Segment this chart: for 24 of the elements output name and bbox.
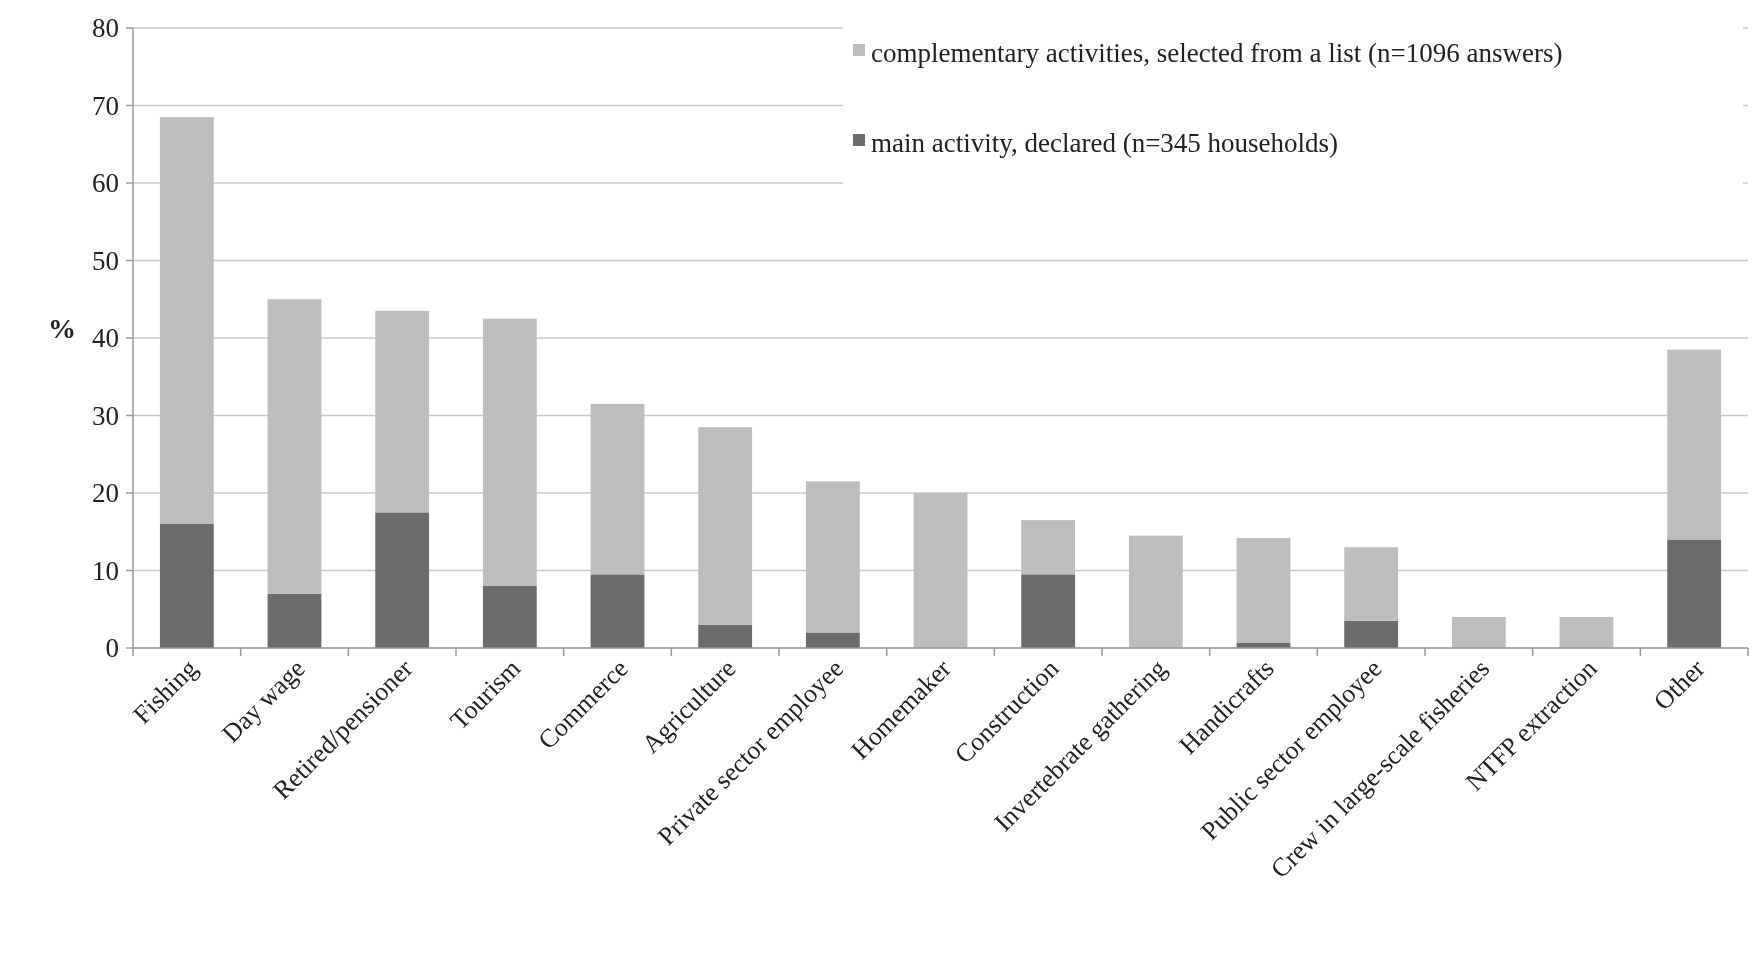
bar — [1667, 539, 1722, 648]
bar — [1344, 620, 1399, 648]
y-tick-label: 10 — [92, 555, 119, 586]
y-axis-title: % — [48, 312, 76, 344]
y-tick-label: 60 — [92, 168, 119, 199]
y-tick-label: 70 — [92, 90, 119, 121]
bar — [1559, 617, 1614, 648]
y-tick-label: 20 — [92, 478, 119, 509]
bar — [590, 574, 645, 648]
y-tick-label: 40 — [92, 323, 119, 354]
bar — [482, 586, 537, 648]
bar — [1021, 574, 1076, 648]
bar — [698, 624, 753, 648]
y-tick-label: 0 — [105, 633, 119, 664]
bar — [159, 524, 214, 648]
bar — [1451, 617, 1506, 648]
y-tick-label: 50 — [92, 245, 119, 276]
bar — [805, 632, 860, 648]
y-tick-label: 80 — [92, 13, 119, 44]
bar — [375, 512, 430, 648]
legend-label: complementary activities, selected from a list (n=1096 answers) — [871, 38, 1563, 69]
bar — [267, 593, 322, 648]
y-tick-label: 30 — [92, 400, 119, 431]
legend-label: main activity, declared (n=345 households) — [871, 128, 1339, 159]
